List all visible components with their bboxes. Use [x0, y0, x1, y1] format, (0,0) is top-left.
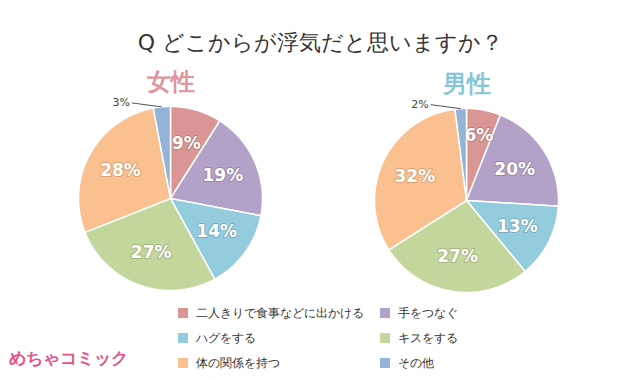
svg-text:めちゃコミック: めちゃコミック: [9, 348, 128, 368]
svg-text:ハグをする: ハグをする: [195, 331, 256, 345]
svg-text:女性: 女性: [146, 68, 195, 96]
svg-text:27%: 27%: [437, 246, 478, 266]
svg-text:27%: 27%: [131, 242, 172, 262]
svg-text:男性: 男性: [442, 70, 491, 98]
svg-text:28%: 28%: [100, 160, 141, 180]
svg-text:体の関係を持つ: 体の関係を持つ: [196, 356, 280, 370]
svg-text:2%: 2%: [411, 98, 428, 111]
svg-text:二人きりで食事などに出かける: 二人きりで食事などに出かける: [196, 306, 364, 320]
svg-text:13%: 13%: [497, 216, 538, 236]
svg-text:6%: 6%: [464, 125, 493, 145]
svg-text:キスをする: キスをする: [398, 331, 458, 345]
svg-text:手をつなぐ: 手をつなぐ: [398, 306, 458, 320]
svg-text:19%: 19%: [202, 165, 243, 185]
svg-text:14%: 14%: [196, 221, 237, 241]
svg-text:3%: 3%: [112, 96, 129, 109]
svg-text:9%: 9%: [172, 133, 201, 153]
svg-text:20%: 20%: [494, 159, 535, 179]
svg-text:Q どこからが浮気だと思いますか？: Q どこからが浮気だと思いますか？: [138, 30, 503, 55]
svg-text:その他: その他: [398, 356, 434, 370]
svg-text:32%: 32%: [395, 166, 436, 186]
